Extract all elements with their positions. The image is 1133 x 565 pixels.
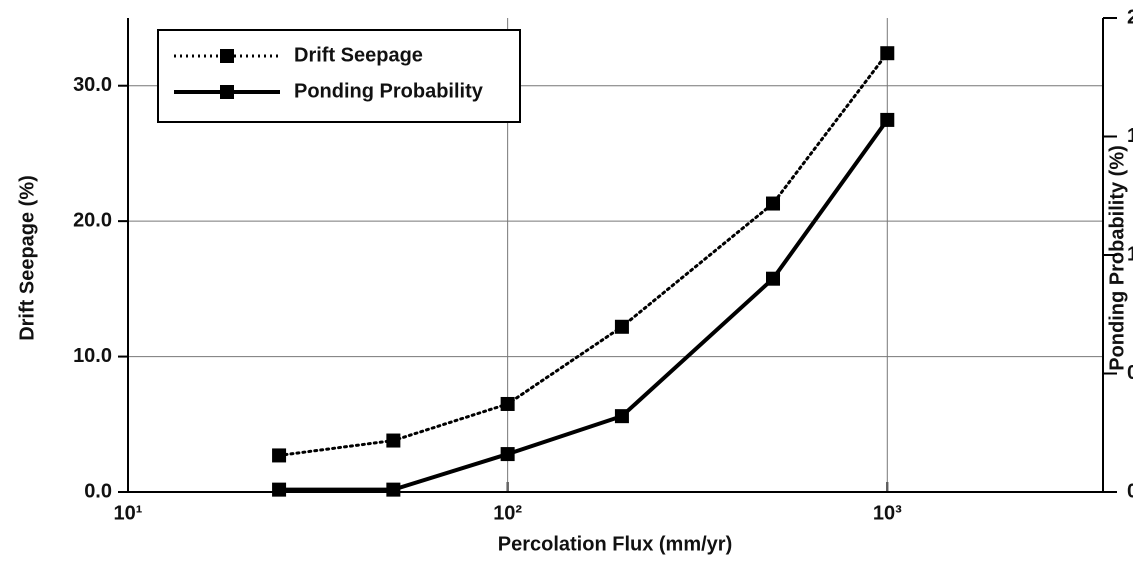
marker <box>614 409 629 424</box>
marker <box>386 482 401 497</box>
legend-label: Drift Seepage <box>294 44 423 66</box>
legend-marker <box>220 85 234 99</box>
y2-tick-label: 1.5 <box>1127 125 1133 147</box>
marker <box>880 46 895 61</box>
marker <box>880 112 895 127</box>
marker <box>500 447 515 462</box>
marker <box>272 482 287 497</box>
marker <box>614 319 629 334</box>
y2-tick-label: 0.5 <box>1127 362 1133 384</box>
marker <box>500 396 515 411</box>
marker <box>272 448 287 463</box>
y2-axis-label: Ponding Probability (%) <box>1106 145 1128 371</box>
legend-box <box>157 29 521 123</box>
legend-label: Ponding Probability <box>294 80 484 102</box>
y-tick-label: 20.0 <box>73 209 112 231</box>
x-tick-label: 10³ <box>873 502 902 524</box>
marker <box>766 271 781 286</box>
marker <box>386 433 401 448</box>
y2-tick-label: 0.0 <box>1127 480 1133 502</box>
x-tick-label: 10² <box>493 502 522 524</box>
y-tick-label: 0.0 <box>84 480 112 502</box>
y2-tick-label: 1.0 <box>1127 243 1133 265</box>
legend-marker <box>220 49 234 63</box>
marker <box>766 196 781 211</box>
series-line <box>277 117 890 492</box>
y-tick-label: 30.0 <box>73 74 112 96</box>
x-tick-label: 10¹ <box>114 502 143 524</box>
series-line <box>277 51 889 457</box>
y2-tick-label: 2.0 <box>1127 6 1133 28</box>
x-axis-label: Percolation Flux (mm/yr) <box>498 533 733 555</box>
y-tick-label: 10.0 <box>73 345 112 367</box>
y-axis-label: Drift Seepage (%) <box>16 175 38 341</box>
